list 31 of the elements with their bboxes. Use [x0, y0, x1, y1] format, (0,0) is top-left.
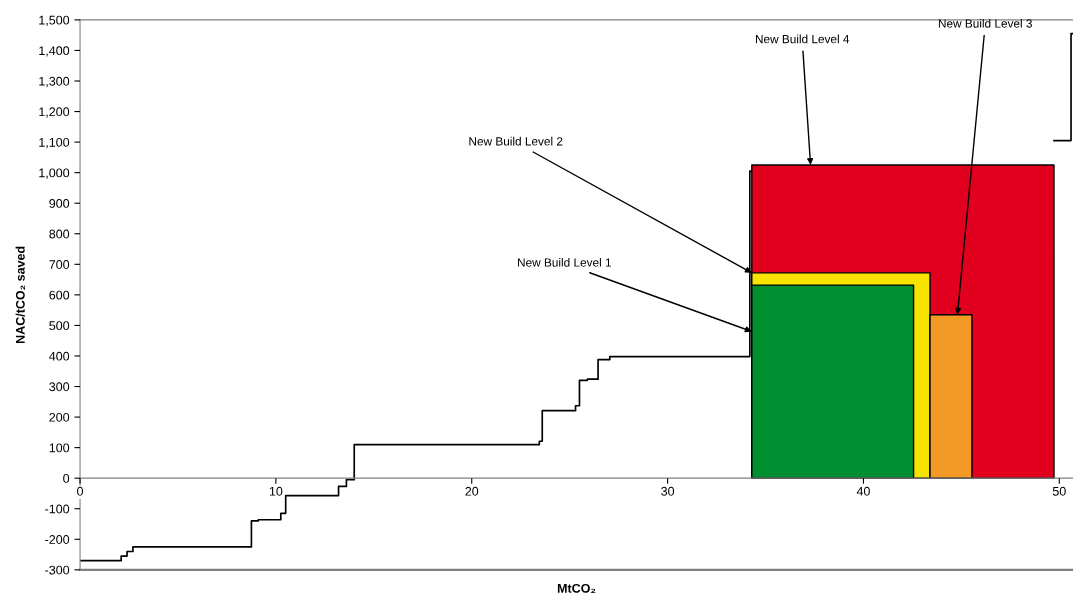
- x-tick-label: 20: [465, 486, 479, 496]
- y-tick-label: 1,000: [39, 168, 70, 179]
- y-tick-label: 100: [49, 443, 70, 453]
- x-tick-label: 50: [1052, 486, 1066, 496]
- y-tick-label: 900: [49, 199, 70, 208]
- x-tick-label: 30: [661, 486, 675, 496]
- x-axis-title: MtCO₂: [557, 583, 596, 594]
- y-tick-label: 400: [49, 351, 70, 361]
- y-tick-label: 200: [49, 412, 70, 422]
- annotation: New Build Level 3: [938, 19, 1032, 28]
- annotation: New Build Level 4: [755, 34, 850, 44]
- y-tick-label: 600: [49, 290, 70, 300]
- y-tick-label: 500: [49, 321, 70, 331]
- y-tick-label: 0: [63, 473, 70, 483]
- y-tick-label: 1,200: [39, 107, 70, 118]
- annotation: New Build Level 1: [518, 258, 611, 267]
- y-tick-label: 800: [49, 229, 70, 239]
- x-tick-label: 40: [856, 486, 870, 496]
- y-tick-label: -300: [45, 565, 70, 575]
- y-tick-label: -200: [45, 535, 70, 544]
- y-tick-label: 700: [49, 260, 70, 269]
- y-tick-label: 1,100: [39, 137, 70, 149]
- annotation: New Build Level 2: [469, 136, 563, 146]
- y-axis-title: NAC/tCO₂ saved: [15, 246, 26, 343]
- y-tick-label: 1,500: [39, 15, 70, 27]
- x-tick-label: 10: [269, 486, 283, 496]
- y-tick-label: 1,400: [39, 46, 70, 57]
- y-tick-label: 1,300: [39, 76, 70, 88]
- y-tick-label: 300: [49, 382, 70, 392]
- x-tick-label: 0: [77, 486, 84, 496]
- y-tick-label: -100: [45, 504, 70, 514]
